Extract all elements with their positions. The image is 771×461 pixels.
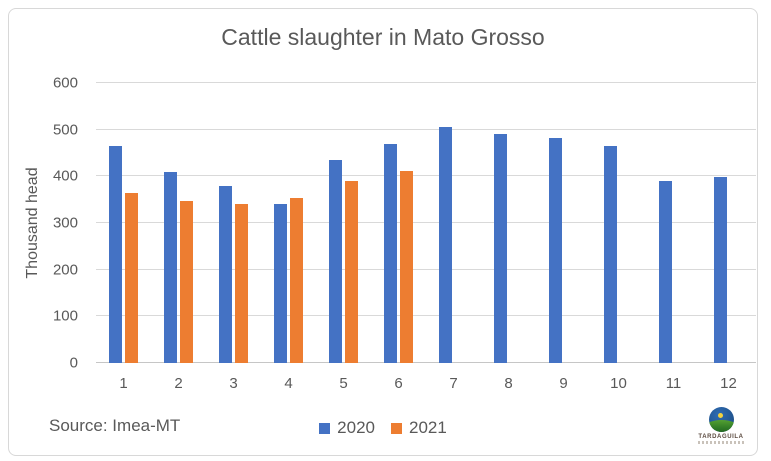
legend-label-2021: 2021	[409, 418, 447, 437]
x-tick-label-3: 3	[229, 375, 238, 392]
category-6	[371, 83, 426, 363]
bar-2021-month-3	[235, 204, 248, 363]
y-tick-label-100: 100	[52, 307, 78, 325]
y-tick-label-200: 200	[52, 261, 78, 279]
x-tick-label-5: 5	[339, 375, 348, 392]
bar-2020-month-1	[109, 146, 122, 363]
x-axis-labels: 1 2 3 4 5 6 7 8 9 10 11 12	[96, 375, 756, 392]
logo-text: TARDAGUILA	[698, 434, 744, 440]
x-tick-label-4: 4	[284, 375, 293, 392]
x-tick-label-6: 6	[394, 375, 403, 392]
x-tick-label-2: 2	[174, 375, 183, 392]
plot-area	[96, 82, 756, 363]
gridline-600	[96, 82, 756, 83]
gridline-300	[96, 222, 756, 223]
category-12	[701, 83, 756, 363]
x-tick-label-11: 11	[665, 375, 682, 392]
bar-2020-month-3	[219, 185, 232, 363]
gridline-0	[96, 362, 756, 363]
y-tick-label-500: 500	[52, 121, 78, 139]
category-9	[536, 83, 591, 363]
logo-sun-icon	[717, 413, 723, 418]
x-tick-label-9: 9	[559, 375, 568, 392]
gridline-400	[96, 175, 756, 177]
gridlines	[96, 82, 756, 363]
y-tick-label-400: 400	[52, 167, 78, 185]
bar-2020-month-11	[659, 180, 672, 363]
x-tick-label-12: 12	[720, 375, 737, 392]
bar-2020-month-7	[439, 127, 452, 363]
gridline-200	[96, 268, 756, 270]
legend-swatch-2020	[319, 422, 331, 434]
bar-2021-month-1	[125, 192, 138, 363]
category-8	[481, 83, 536, 363]
y-tick-label-300: 300	[52, 214, 78, 232]
x-tick-label-7: 7	[449, 375, 458, 392]
category-1	[96, 83, 151, 363]
bar-2020-month-5	[329, 160, 342, 363]
x-tick-label-10: 10	[610, 375, 627, 392]
company-logo: TARDAGUILA	[690, 407, 752, 444]
legend-item-2021: 2021	[391, 418, 447, 438]
bar-2021-month-5	[345, 180, 358, 363]
y-tick-label-0: 0	[69, 354, 78, 372]
gridline-500	[96, 128, 756, 130]
chart-title: Cattle slaughter in Mato Grosso	[221, 24, 545, 50]
category-11	[646, 83, 701, 363]
bar-2021-month-2	[180, 201, 193, 363]
bar-2021-month-6	[400, 171, 413, 363]
y-axis-labels: 0 100 200 300 400 500 600	[28, 76, 78, 371]
category-4	[261, 83, 316, 363]
source-label: Source: Imea-MT	[49, 416, 181, 435]
y-tick-label-600: 600	[52, 74, 78, 92]
x-tick-label-8: 8	[504, 375, 513, 392]
category-10	[591, 83, 646, 363]
bar-2020-month-2	[164, 171, 177, 363]
category-7	[426, 83, 481, 363]
legend-label-2020: 2020	[337, 418, 375, 437]
category-2	[151, 83, 206, 363]
logo-subline	[698, 441, 744, 444]
chart-frame: Cattle slaughter in Mato Grosso Thousand…	[8, 8, 758, 456]
bar-2020-month-12	[714, 177, 727, 363]
x-tick-label-1: 1	[119, 375, 128, 392]
logo-hill-icon	[708, 420, 734, 432]
bar-2020-month-8	[494, 134, 507, 363]
category-3	[206, 83, 261, 363]
legend-item-2020: 2020	[319, 418, 375, 438]
bar-2020-month-10	[604, 146, 617, 363]
legend-swatch-2021	[391, 422, 402, 434]
bar-series	[96, 83, 756, 363]
legend: 2020 2021	[9, 418, 757, 438]
bar-2020-month-6	[384, 143, 397, 363]
category-5	[316, 83, 371, 363]
logo-globe-icon	[708, 407, 734, 432]
bar-2020-month-9	[549, 138, 562, 363]
gridline-100	[96, 315, 756, 317]
bar-2021-month-4	[290, 197, 303, 363]
bar-2020-month-4	[274, 204, 287, 363]
